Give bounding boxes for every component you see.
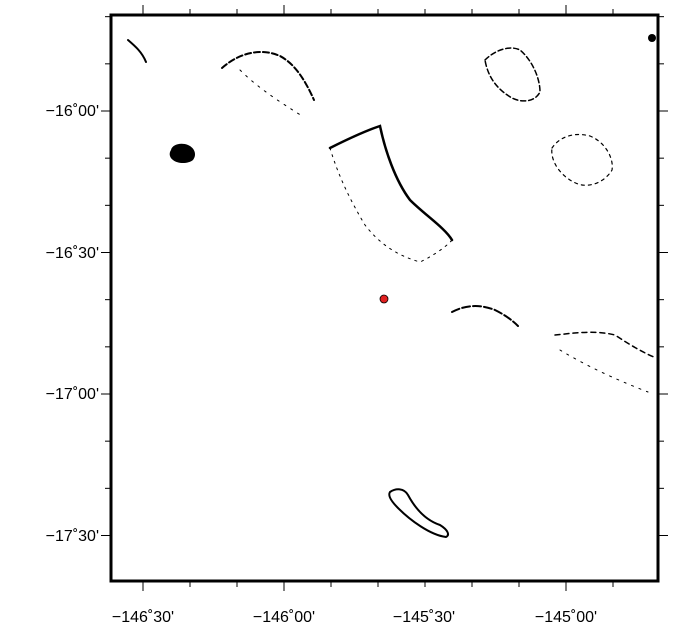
y-tick-label: −17˚00' — [46, 386, 99, 403]
atoll-far-east-inner — [559, 349, 649, 393]
location-marker[interactable] — [379, 294, 389, 304]
atoll-east-ring — [551, 133, 613, 186]
atoll-south-central-east — [451, 305, 519, 327]
island-west-solid — [169, 143, 196, 163]
atoll-north-central-inner — [239, 69, 303, 117]
atoll-northwest-small — [127, 39, 147, 63]
atoll-north-central — [221, 51, 315, 101]
y-tick-label: −16˚00' — [46, 103, 99, 120]
x-axis-labels: −146˚30' −146˚00' −145˚30' −145˚00' — [112, 609, 597, 626]
island-northeast-dot — [648, 34, 656, 42]
x-tick-label: −146˚30' — [112, 609, 174, 626]
x-tick-label: −145˚00' — [535, 609, 597, 626]
axis-ticks — [101, 5, 668, 591]
y-tick-label: −16˚30' — [46, 245, 99, 262]
x-tick-label: −145˚30' — [393, 609, 455, 626]
x-tick-label: −146˚00' — [253, 609, 315, 626]
atoll-far-east — [554, 331, 657, 359]
y-axis-labels: −16˚00' −16˚30' −17˚00' −17˚30' — [46, 103, 99, 545]
atoll-central-east-edge — [328, 124, 454, 242]
atoll-south — [388, 488, 449, 539]
y-tick-label: −17˚30' — [46, 528, 99, 545]
islands — [127, 39, 657, 539]
atoll-northeast-ring — [484, 47, 541, 102]
